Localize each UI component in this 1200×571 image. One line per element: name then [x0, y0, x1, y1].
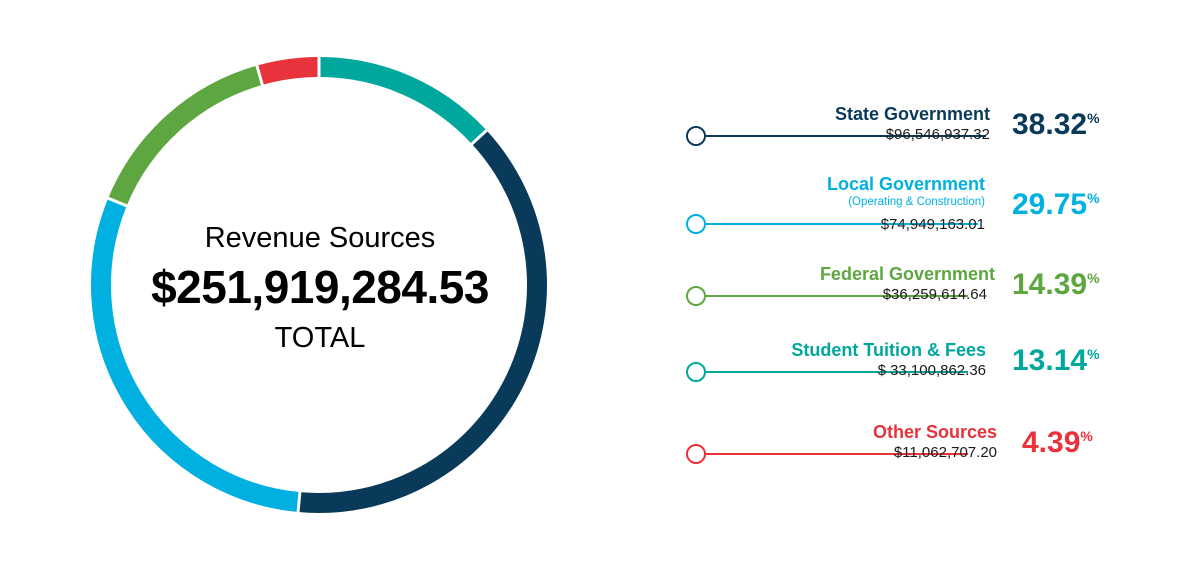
- legend-label: Federal Government: [819, 264, 995, 284]
- legend-line: [706, 453, 968, 455]
- donut-slice-separator: [469, 127, 490, 147]
- legend-percentage: 4.39%: [1022, 426, 1093, 460]
- donut-slice-separator: [105, 196, 130, 208]
- donut-slice-student-tuition-fees: [318, 57, 487, 145]
- legend-percentage-value: 29.75: [1012, 188, 1088, 221]
- donut-slice-federal-government: [108, 65, 263, 206]
- legend-amount: $74,949,163.01: [880, 216, 985, 233]
- legend-percentage: 38.32%: [1012, 108, 1100, 142]
- legend-item-federal-government: Federal Government $36,259,614.64 14.39%: [680, 262, 1140, 342]
- legend-marker: [686, 126, 706, 146]
- legend-item-other-sources: Other Sources $11,062,707.20 4.39%: [680, 420, 1140, 500]
- donut-slice-local-government: [91, 198, 300, 513]
- legend-amount: $96,546,937.32: [885, 126, 990, 143]
- legend-marker: [686, 362, 706, 382]
- legend-amount: $36,259,614.64: [882, 286, 987, 303]
- legend-label: Student Tuition & Fees: [791, 340, 986, 360]
- legend-amount: $11,062,707.20: [893, 444, 997, 461]
- legend-percentage: 29.75%: [1012, 188, 1100, 222]
- legend-percentage-value: 14.39: [1012, 268, 1088, 301]
- percent-sign: %: [1087, 346, 1100, 362]
- legend-line: [706, 371, 968, 373]
- legend-label: Other Sources: [872, 422, 997, 442]
- legend-percentage: 13.14%: [1012, 344, 1100, 378]
- chart-center-total-label: TOTAL: [274, 322, 366, 354]
- donut-slice-state-government: [298, 130, 547, 513]
- legend-percentage: 14.39%: [1012, 268, 1100, 302]
- donut-slice-other-sources: [256, 57, 320, 85]
- revenue-donut-chart: [91, 57, 547, 515]
- donut-slice-separator: [296, 489, 302, 515]
- legend-marker: [686, 286, 706, 306]
- legend-percentage-value: 13.14: [1012, 344, 1088, 377]
- legend-line: [706, 223, 978, 225]
- legend-label: Local Government: [826, 174, 985, 194]
- legend-percentage-value: 38.32: [1012, 108, 1088, 141]
- percent-sign: %: [1087, 270, 1100, 286]
- donut-slice-separator: [254, 63, 265, 88]
- legend-line: [706, 135, 986, 137]
- legend-item-state-government: State Government $96,546,937.32 38.32%: [680, 100, 1140, 180]
- legend-percentage-value: 4.39: [1022, 426, 1081, 459]
- chart-center-title: Revenue Sources: [204, 222, 436, 254]
- percent-sign: %: [1087, 190, 1100, 206]
- legend-sublabel: (Operating & Construction): [848, 196, 985, 208]
- legend-marker: [686, 444, 706, 464]
- legend-item-student-tuition-fees: Student Tuition & Fees $ 33,100,862.36 1…: [680, 338, 1140, 418]
- chart-center-total: $251,919,284.53: [151, 261, 489, 313]
- legend-item-local-government: Local Government (Operating & Constructi…: [680, 172, 1140, 252]
- percent-sign: %: [1080, 428, 1093, 444]
- legend-amount: $ 33,100,862.36: [877, 362, 986, 379]
- legend-marker: [686, 214, 706, 234]
- legend-label: State Government: [834, 104, 990, 124]
- legend-line: [706, 295, 968, 297]
- percent-sign: %: [1087, 110, 1100, 126]
